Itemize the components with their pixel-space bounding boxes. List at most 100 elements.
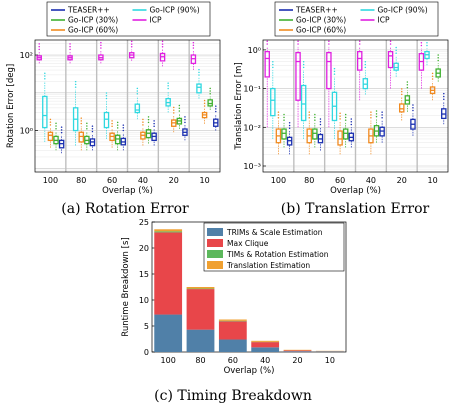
box-go-icp-90--80 (300, 61, 307, 139)
box-icp-100 (264, 40, 270, 128)
outlier-point (198, 71, 200, 74)
outlier-point (272, 61, 274, 63)
outlier-point (358, 43, 361, 45)
box-teaser--60 (348, 118, 355, 148)
outlier-point (364, 61, 367, 63)
bar-segment-translation-estimation-100 (154, 229, 183, 232)
outlier-point (74, 80, 77, 83)
box-icp-100 (36, 43, 42, 64)
box-iqr (356, 51, 363, 71)
outlier-point (142, 121, 144, 123)
legend-label: TIMs & Rotation Estimation (226, 250, 329, 259)
y-axis-label: Translation Error [m] (234, 62, 244, 150)
outlier-point (412, 104, 414, 106)
x-tick-label: 20 (169, 176, 179, 185)
outlier-point (266, 40, 268, 43)
outlier-point (412, 109, 414, 112)
outlier-point (395, 52, 397, 54)
bar-segment-trims-scale-estimation-40 (251, 347, 280, 352)
outlier-point (167, 82, 169, 84)
outlier-point (443, 98, 445, 100)
outlier-point (308, 116, 310, 119)
outlier-point (147, 121, 150, 124)
panel-rotation: 10² 10⁰ 100 80 60 40 20 10 Overlap (%) Rotation E… (6, 1, 221, 196)
outlier-point (381, 111, 383, 113)
legend-label: ICP (150, 16, 162, 25)
bar-segment-translation-estimation-60 (218, 319, 247, 321)
y-tick-label: 0 (144, 348, 149, 357)
box-teaser--40 (151, 120, 157, 146)
box-teaser--20 (182, 116, 188, 141)
box-iqr (312, 128, 318, 140)
outlier-point (153, 122, 155, 125)
box-teaser--100 (286, 121, 293, 155)
outlier-point (38, 43, 40, 45)
outlier-point (173, 106, 175, 109)
outlier-point (308, 111, 310, 113)
outlier-point (370, 114, 372, 116)
outlier-point (86, 125, 88, 127)
outlier-point (277, 111, 280, 113)
outlier-point (178, 104, 181, 107)
box-go-icp-60--80 (78, 117, 85, 151)
outlier-point (184, 118, 186, 121)
y-axis-label: Rotation Error [deg] (6, 64, 16, 148)
outlier-point (277, 116, 280, 119)
outlier-point (105, 97, 108, 100)
y-tick-label: 10⁻³ (243, 162, 261, 171)
box-go-icp-60--60 (337, 112, 343, 155)
outlier-point (314, 113, 316, 116)
outlier-point (395, 49, 397, 52)
outlier-point (333, 73, 336, 75)
plot-frame (262, 39, 449, 173)
box-iqr (42, 95, 48, 129)
box-iqr (270, 87, 276, 117)
x-tick-label: 60 (228, 356, 238, 365)
caption-rotation: (a) Rotation Error (61, 201, 189, 217)
outlier-point (192, 44, 195, 47)
box-go-icp-60--20 (398, 88, 405, 121)
y-tick-label: 10⁻² (243, 123, 261, 132)
outlier-point (122, 129, 125, 132)
outlier-point (142, 124, 144, 126)
bar-segment-tims-rotation-estimation-60 (218, 320, 247, 322)
box-go-icp-30--20 (404, 81, 411, 112)
outlier-point (167, 87, 169, 90)
outlier-point (302, 66, 305, 69)
legend-frame (274, 1, 439, 37)
x-tick-label: 80 (195, 356, 205, 365)
x-tick-label: 10 (427, 176, 437, 185)
box-go-icp-60--20 (170, 106, 177, 133)
box-go-icp-60--10 (429, 72, 436, 101)
outlier-point (60, 126, 63, 128)
outlier-point (401, 90, 403, 93)
box-iqr (264, 51, 270, 78)
legend-label: Go-ICP (60%) (68, 26, 118, 35)
outlier-point (443, 95, 445, 98)
outlier-point (116, 124, 119, 126)
legend-label: Go-ICP (90%) (378, 6, 428, 15)
y-tick-label: 10 (139, 296, 149, 305)
captions: (a) Rotation Error (b) Translation Error (… (61, 201, 429, 404)
box-go-icp-90--80 (72, 80, 79, 146)
outlier-point (55, 127, 57, 130)
outlier-point (49, 118, 52, 121)
outlier-point (69, 43, 71, 45)
box-iqr (393, 62, 399, 71)
outlier-point (153, 120, 155, 122)
outlier-point (215, 110, 217, 113)
outlier-point (44, 75, 46, 77)
box-icp-20 (387, 40, 394, 89)
bar-segment-translation-estimation-20 (283, 349, 312, 351)
outlier-point (80, 122, 82, 125)
box-teaser--10 (213, 105, 219, 131)
box-iqr (134, 103, 141, 114)
box-go-icp-30--60 (114, 121, 121, 151)
outlier-point (173, 112, 175, 114)
legend-frame (203, 222, 345, 272)
outlier-point (266, 43, 268, 45)
x-tick-label: 100 (271, 176, 286, 185)
outlier-point (74, 86, 77, 88)
box-go-icp-30--10 (435, 54, 441, 82)
outlier-point (308, 114, 310, 116)
